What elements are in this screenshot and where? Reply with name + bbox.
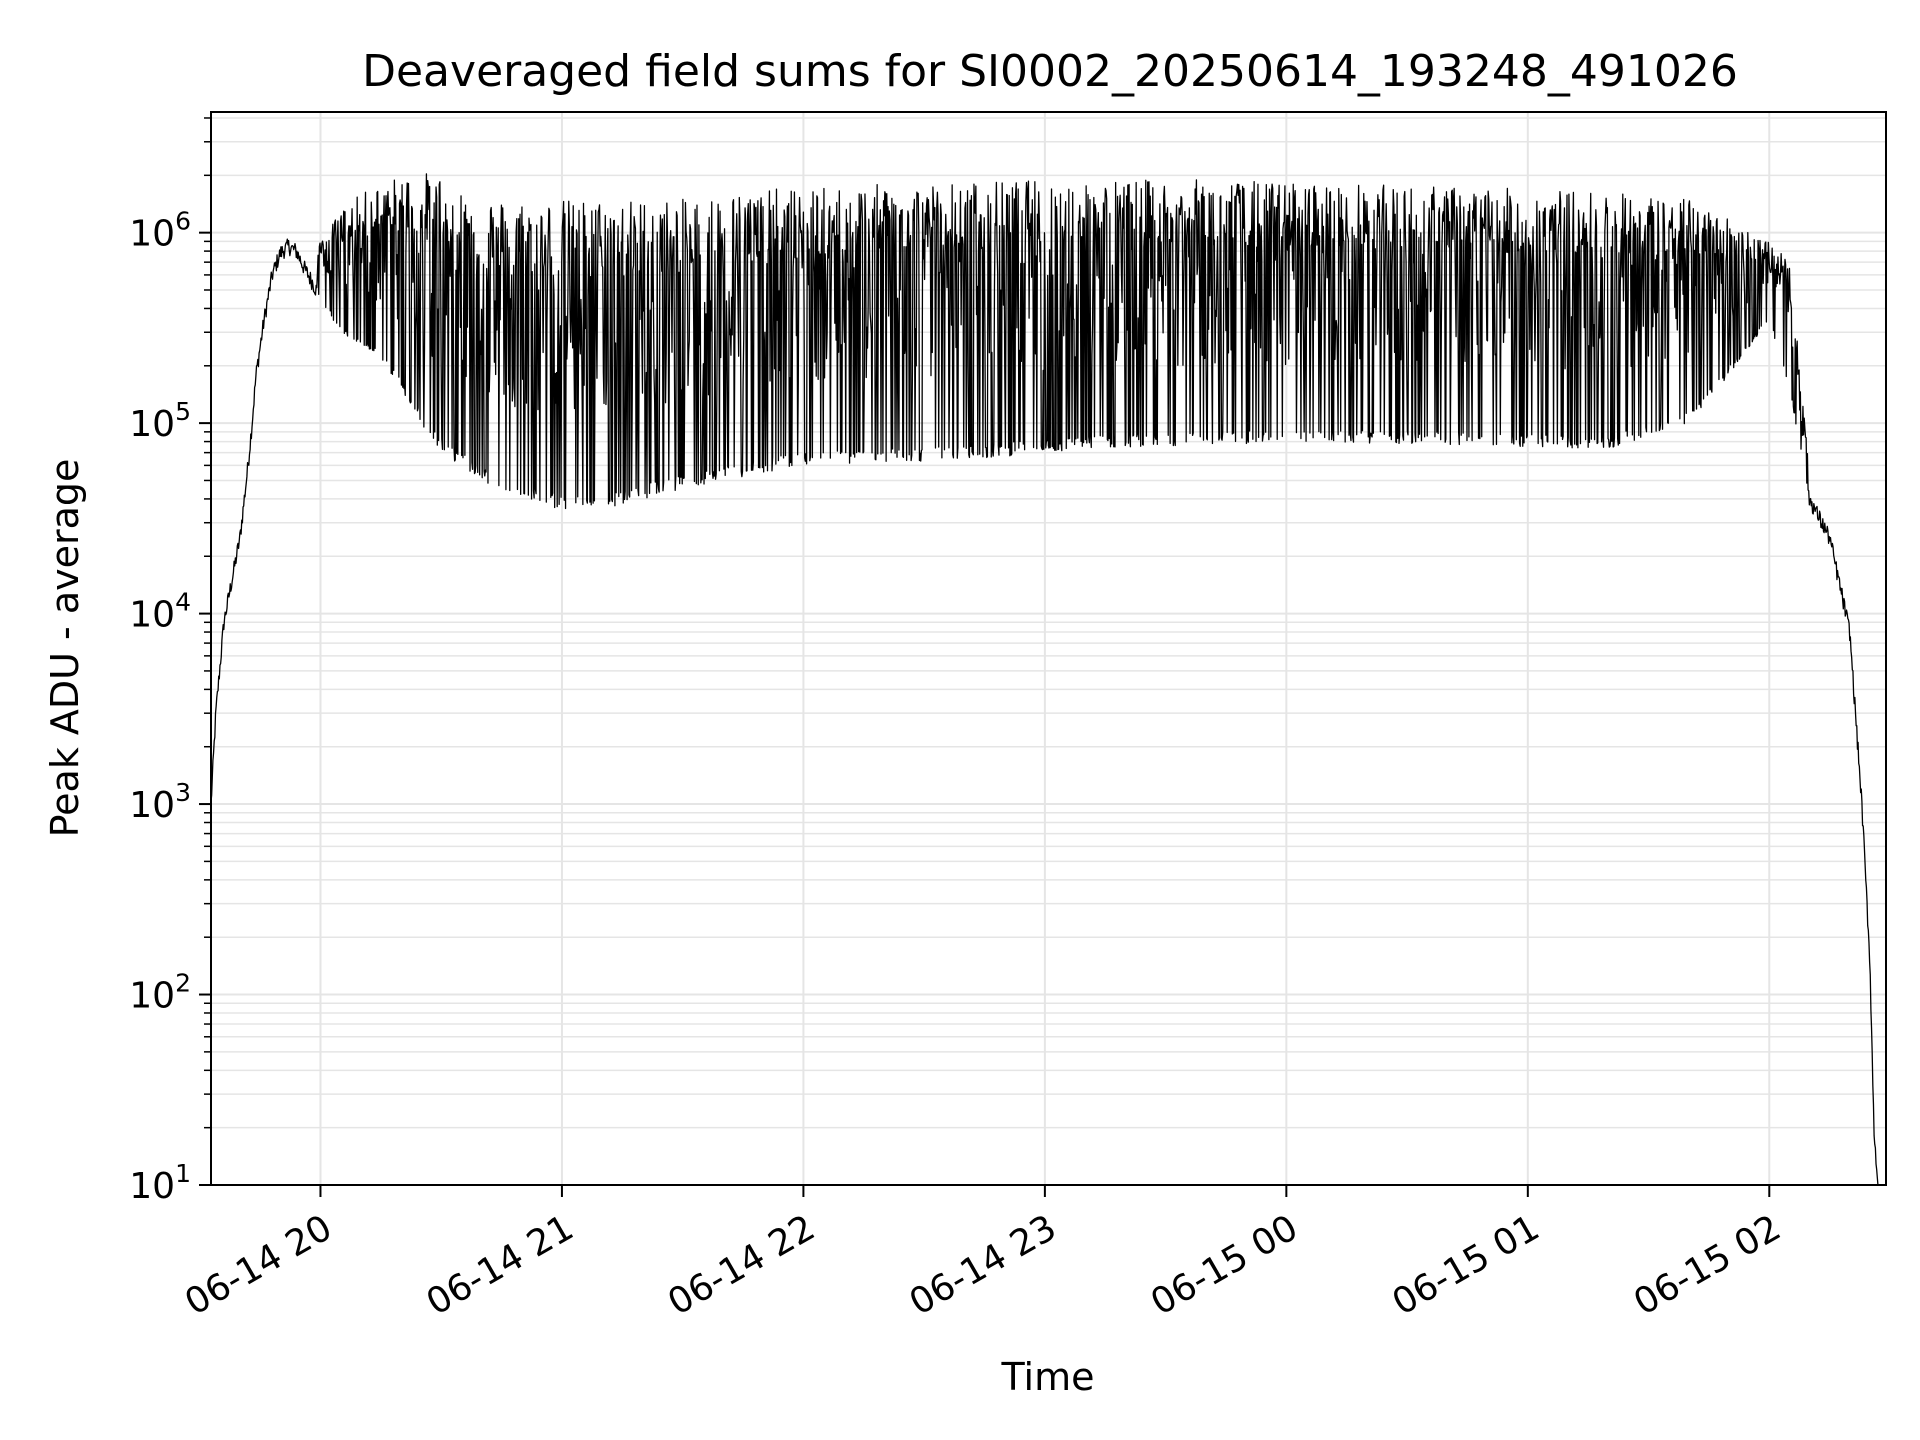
- plot-frame: [210, 111, 1887, 1186]
- y-tick-label: 106: [129, 207, 191, 255]
- y-tick-label: 103: [129, 778, 191, 826]
- series-layer: [210, 173, 1879, 1186]
- chart-title: Deaveraged field sums for SI0002_2025061…: [362, 46, 1738, 97]
- y-axis-label: Peak ADU - average: [43, 459, 87, 838]
- y-tick-label: 105: [129, 397, 191, 445]
- y-tick-label: 101: [129, 1159, 191, 1207]
- series-line: [210, 173, 1879, 1186]
- y-axis: 101 102 103 104 105 106: [129, 117, 211, 1207]
- y-tick-label: 102: [129, 969, 191, 1017]
- y-tick-label: 104: [129, 588, 191, 636]
- x-axis-label: Time: [1001, 1355, 1095, 1399]
